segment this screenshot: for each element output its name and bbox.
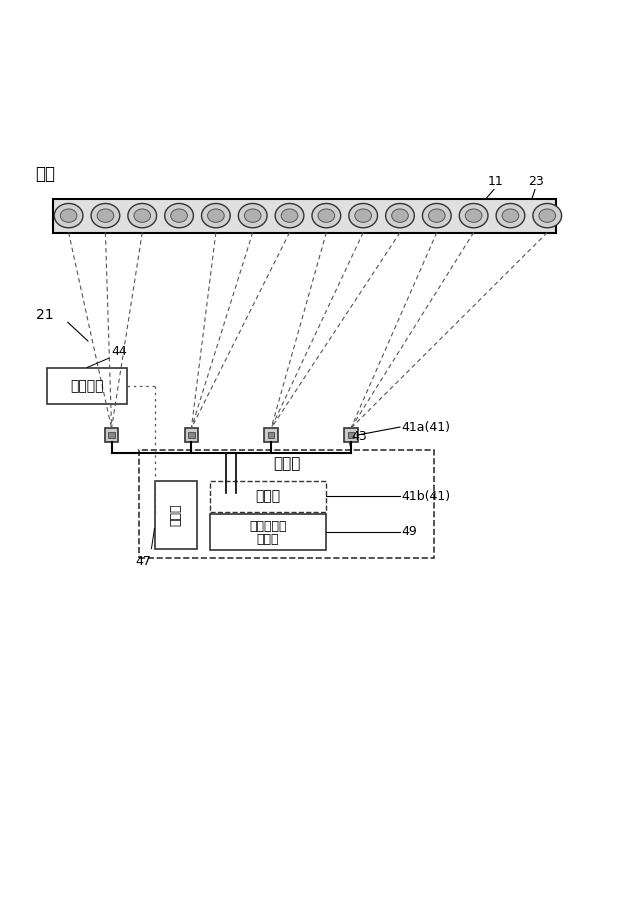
Text: 21: 21	[35, 309, 53, 322]
Ellipse shape	[386, 204, 414, 227]
Text: 比較部: 比較部	[256, 489, 281, 503]
Ellipse shape	[97, 209, 114, 223]
Text: 43: 43	[351, 430, 366, 443]
Text: 47: 47	[136, 555, 151, 568]
Ellipse shape	[422, 204, 451, 227]
Bar	[210, 514, 327, 550]
Ellipse shape	[244, 209, 261, 223]
Ellipse shape	[128, 204, 157, 227]
Ellipse shape	[355, 209, 371, 223]
Bar	[154, 481, 197, 549]
Ellipse shape	[429, 209, 445, 223]
Bar	[139, 450, 434, 558]
Ellipse shape	[465, 209, 482, 223]
Bar	[185, 428, 198, 442]
Ellipse shape	[165, 204, 193, 227]
Bar	[348, 432, 355, 438]
Bar	[108, 432, 115, 438]
Ellipse shape	[392, 209, 408, 223]
Text: 49: 49	[402, 526, 417, 539]
Ellipse shape	[349, 204, 378, 227]
Text: 44: 44	[111, 345, 128, 358]
Bar	[47, 368, 127, 404]
Ellipse shape	[318, 209, 335, 223]
Text: 23: 23	[528, 175, 544, 188]
Ellipse shape	[281, 209, 298, 223]
Text: モニター: モニター	[70, 379, 104, 393]
Bar	[188, 432, 195, 438]
Bar	[264, 428, 278, 442]
Text: 41a(41): 41a(41)	[402, 421, 451, 434]
Text: 11: 11	[487, 175, 503, 188]
Ellipse shape	[60, 209, 77, 223]
Text: タイミング: タイミング	[249, 520, 287, 533]
Bar	[105, 428, 118, 442]
Ellipse shape	[533, 204, 562, 227]
Text: 図２: 図２	[35, 165, 55, 183]
Bar	[344, 428, 358, 442]
Ellipse shape	[238, 204, 267, 227]
Text: 41b(41): 41b(41)	[402, 490, 451, 503]
Text: 制御部: 制御部	[257, 532, 279, 546]
Ellipse shape	[134, 209, 151, 223]
Ellipse shape	[91, 204, 120, 227]
Bar	[210, 481, 327, 511]
Ellipse shape	[539, 209, 555, 223]
Ellipse shape	[312, 204, 341, 227]
Bar	[267, 432, 274, 438]
Ellipse shape	[170, 209, 187, 223]
Ellipse shape	[496, 204, 525, 227]
Ellipse shape	[502, 209, 519, 223]
Text: 制御部: 制御部	[273, 456, 300, 471]
Ellipse shape	[202, 204, 230, 227]
Ellipse shape	[54, 204, 83, 227]
Ellipse shape	[275, 204, 304, 227]
Text: 判定部: 判定部	[169, 504, 182, 526]
Ellipse shape	[459, 204, 488, 227]
Ellipse shape	[208, 209, 224, 223]
Bar	[53, 199, 557, 233]
